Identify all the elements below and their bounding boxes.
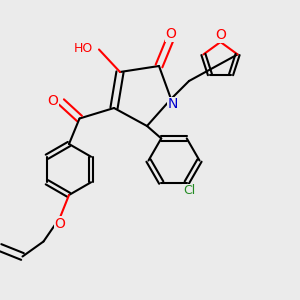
Text: HO: HO — [74, 42, 93, 55]
Text: Cl: Cl — [183, 184, 195, 197]
Text: O: O — [48, 94, 58, 107]
Text: O: O — [216, 28, 226, 42]
Text: O: O — [55, 217, 65, 231]
Text: N: N — [167, 98, 178, 111]
Text: O: O — [166, 27, 176, 41]
